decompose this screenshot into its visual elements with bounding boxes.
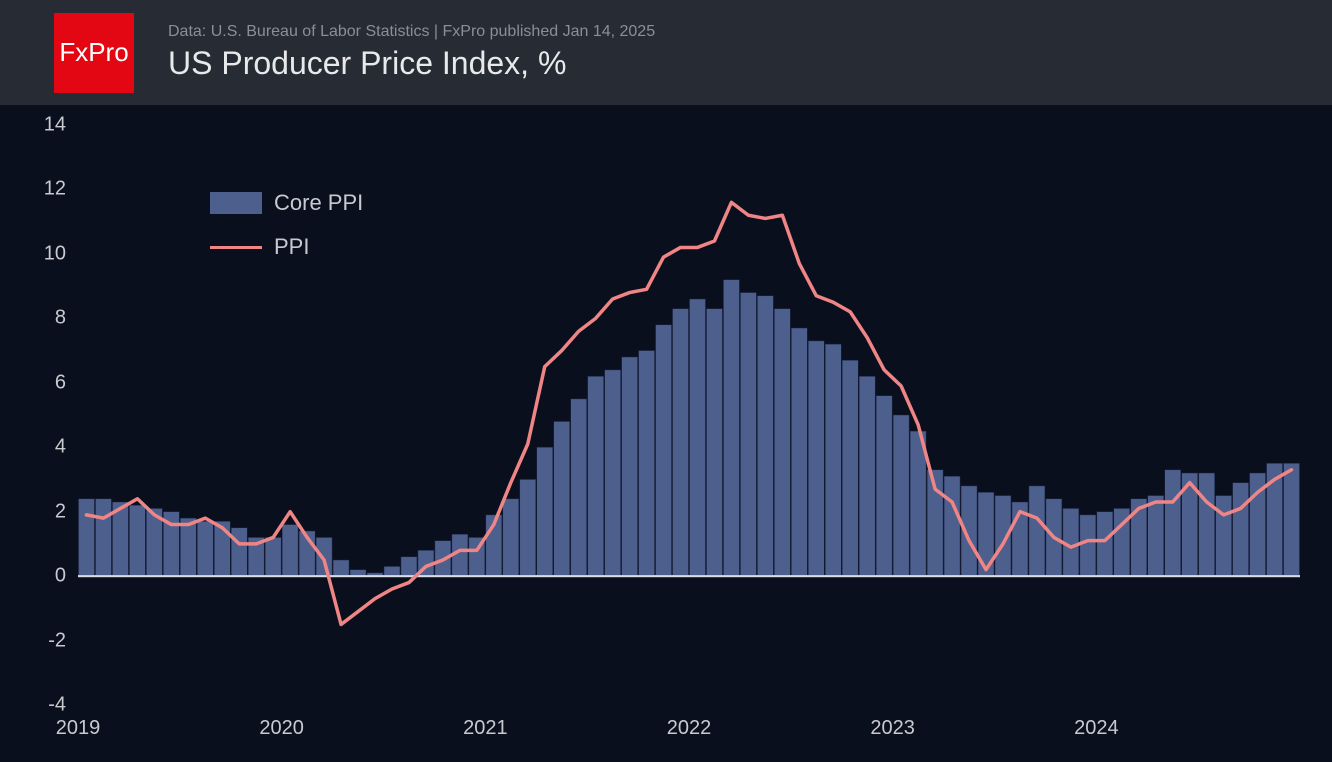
chart-svg — [0, 105, 1332, 762]
legend-label: Core PPI — [274, 190, 363, 216]
y-axis-tick-label: 10 — [6, 242, 66, 265]
fxpro-logo: FxPro — [54, 13, 134, 93]
y-axis-tick-label: 4 — [6, 436, 66, 459]
x-axis-tick-label: 2023 — [870, 717, 915, 740]
x-axis-tick-label: 2019 — [56, 717, 101, 740]
chart-legend: Core PPI PPI — [210, 190, 363, 278]
y-axis-tick-label: -4 — [6, 694, 66, 717]
legend-item-ppi: PPI — [210, 234, 363, 260]
y-axis-tick-label: 12 — [6, 178, 66, 201]
legend-swatch — [210, 192, 262, 214]
legend-item-core_ppi: Core PPI — [210, 190, 363, 216]
y-axis-tick-label: -2 — [6, 629, 66, 652]
y-axis-tick-label: 8 — [6, 307, 66, 330]
chart-header: FxPro Data: U.S. Bureau of Labor Statist… — [0, 0, 1332, 105]
x-axis-tick-label: 2020 — [259, 717, 304, 740]
y-axis-tick-label: 0 — [6, 565, 66, 588]
x-axis-tick-label: 2022 — [667, 717, 712, 740]
header-text-block: Data: U.S. Bureau of Labor Statistics | … — [168, 23, 655, 82]
chart-subtitle: Data: U.S. Bureau of Labor Statistics | … — [168, 23, 655, 41]
x-axis-tick-label: 2021 — [463, 717, 508, 740]
legend-swatch — [210, 246, 262, 249]
x-axis-tick-label: 2024 — [1074, 717, 1119, 740]
legend-label: PPI — [274, 234, 309, 260]
y-axis-tick-label: 6 — [6, 371, 66, 394]
chart-title: US Producer Price Index, % — [168, 45, 655, 82]
y-axis-tick-label: 2 — [6, 500, 66, 523]
y-axis-tick-label: 14 — [6, 114, 66, 137]
chart-plot-area: -4-202468101214201920202021202220232024 … — [0, 105, 1332, 762]
